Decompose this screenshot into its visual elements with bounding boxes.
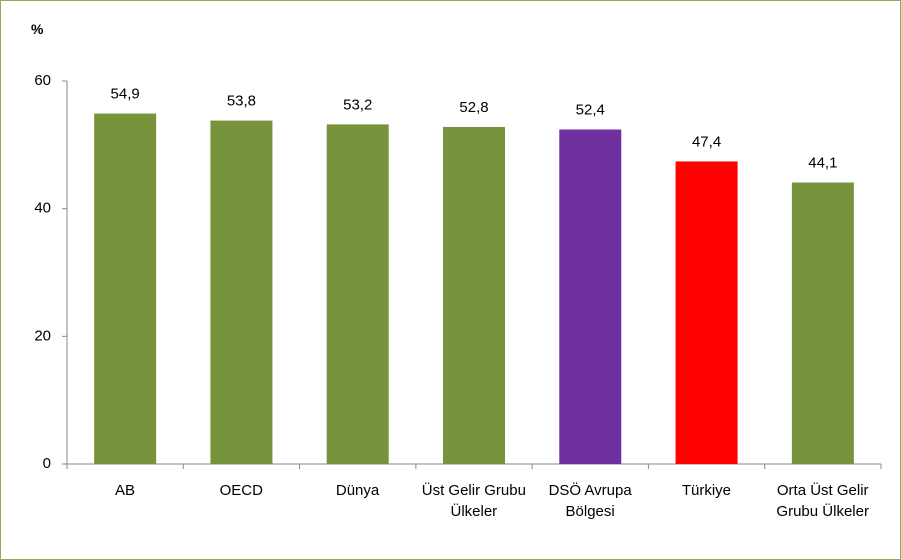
bar xyxy=(791,182,854,464)
y-tick-label: 0 xyxy=(43,455,51,472)
bar xyxy=(210,120,273,465)
bar xyxy=(443,126,505,465)
bar xyxy=(326,124,389,464)
data-label: 52,4 xyxy=(576,101,605,118)
data-label: 52,8 xyxy=(459,99,488,116)
data-label: 47,4 xyxy=(692,133,721,150)
x-tick-label: Türkiye xyxy=(681,482,732,499)
x-tick-label: Üst Gelir Grubu Ülkeler xyxy=(421,482,526,520)
x-tick-label: Dünya xyxy=(335,482,380,499)
bar xyxy=(559,129,622,464)
data-label: 54,9 xyxy=(111,86,140,103)
data-label: 53,8 xyxy=(227,93,256,110)
y-tick-label: 20 xyxy=(34,327,51,344)
bar xyxy=(94,113,157,465)
x-tick-label: DSÖ Avrupa Bölgesi xyxy=(548,482,632,520)
x-tick-label: Orta Üst Gelir Grubu Ülkeler xyxy=(776,482,869,520)
y-axis-label: % xyxy=(31,21,44,37)
bar xyxy=(675,161,738,464)
data-label: 53,2 xyxy=(343,96,372,113)
data-label: 44,1 xyxy=(808,154,837,171)
y-tick-label: 60 xyxy=(34,72,51,89)
x-tick-label: AB xyxy=(114,482,135,499)
y-tick-label: 40 xyxy=(34,200,51,217)
x-tick-label: OECD xyxy=(219,482,263,499)
